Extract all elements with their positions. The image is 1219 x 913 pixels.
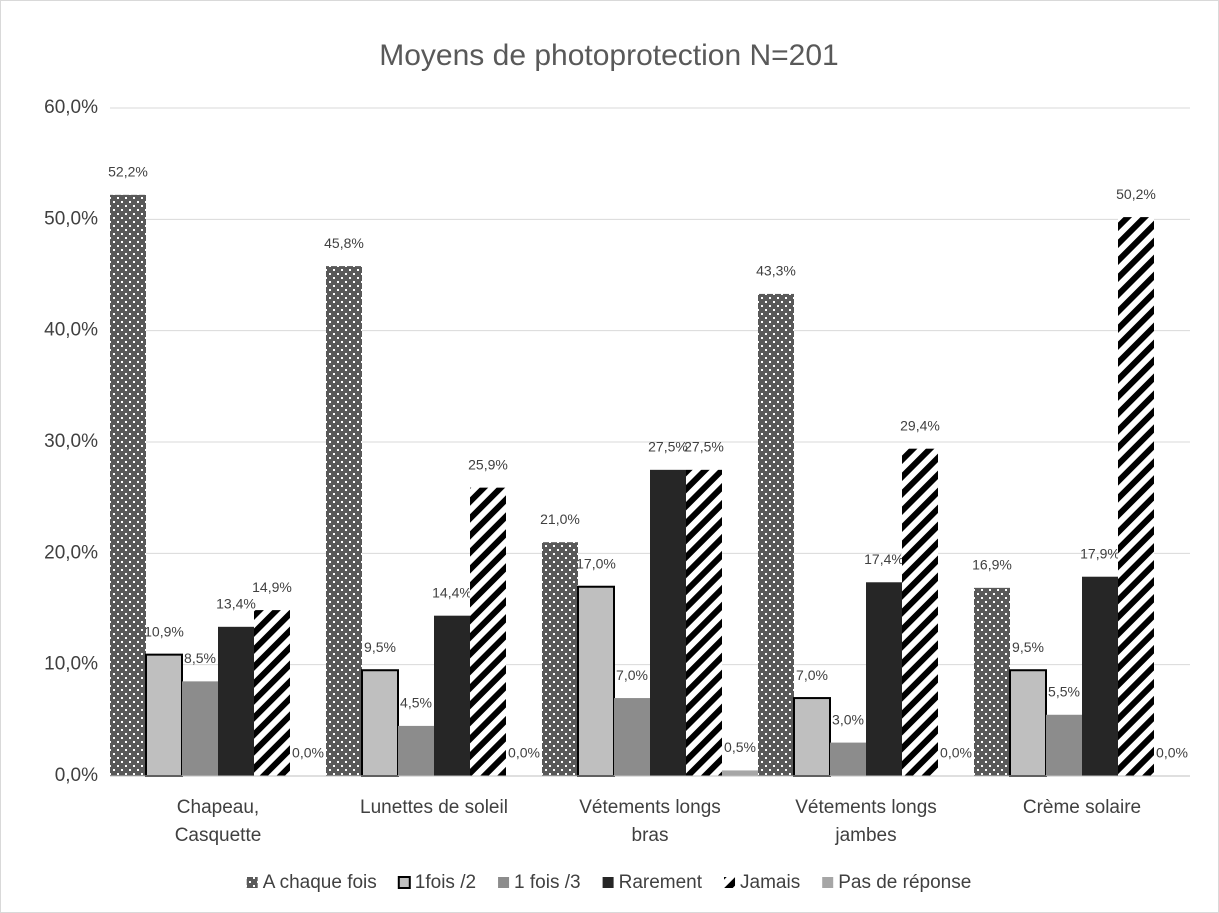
- data-label: 9,5%: [364, 639, 396, 655]
- legend-item: Rarement: [602, 872, 703, 893]
- data-label: 10,9%: [144, 623, 184, 639]
- bar: [1082, 576, 1118, 776]
- data-label: 7,0%: [796, 667, 828, 683]
- data-label: 7,0%: [616, 667, 648, 683]
- data-label: 0,0%: [940, 745, 972, 761]
- x-tick-label: Lunettes de soleil: [360, 797, 508, 818]
- data-label: 9,5%: [1012, 639, 1044, 655]
- legend-label: Jamais: [740, 872, 800, 893]
- data-label: 3,0%: [832, 711, 864, 727]
- data-label: 29,4%: [900, 417, 940, 433]
- y-tick-label: 0,0%: [55, 765, 98, 786]
- bar: [145, 653, 183, 777]
- bar: [722, 770, 758, 776]
- data-label: 21,0%: [540, 511, 580, 527]
- data-label: 52,2%: [108, 164, 148, 180]
- bar: [1009, 669, 1047, 778]
- bar: [254, 610, 290, 776]
- legend-item: 1 fois /3: [498, 872, 581, 893]
- y-tick-label: 30,0%: [44, 431, 98, 452]
- x-tick-label: jambes: [834, 825, 896, 846]
- x-tick-label: bras: [632, 825, 669, 846]
- data-label: 8,5%: [184, 650, 216, 666]
- legend-marker: [246, 877, 258, 888]
- data-label: 16,9%: [972, 557, 1012, 573]
- legend-label: 1fois /2: [415, 872, 476, 893]
- data-label: 25,9%: [468, 456, 508, 472]
- data-label: 17,0%: [576, 555, 616, 571]
- data-label: 0,0%: [508, 745, 540, 761]
- data-label: 5,5%: [1048, 683, 1080, 699]
- data-label: 0,0%: [292, 745, 324, 761]
- legend-label: 1 fois /3: [514, 872, 581, 893]
- bar: [866, 582, 902, 776]
- data-label: 50,2%: [1116, 186, 1156, 202]
- data-label: 0,0%: [1156, 745, 1188, 761]
- bar: [470, 487, 506, 776]
- bar: [218, 626, 254, 776]
- x-tick-label: Vétements longs: [579, 797, 721, 818]
- bar: [1046, 714, 1082, 776]
- data-label: 14,4%: [432, 584, 472, 600]
- legend-marker: [724, 877, 736, 888]
- bar: [974, 587, 1010, 776]
- x-tick-label: Chapeau,: [177, 797, 259, 818]
- legend-label: Rarement: [619, 872, 703, 893]
- legend-label: A chaque fois: [263, 872, 377, 893]
- legend-marker: [602, 877, 614, 888]
- y-tick-label: 60,0%: [44, 97, 98, 118]
- bar: [110, 194, 146, 777]
- bar: [1118, 217, 1154, 776]
- data-label: 27,5%: [684, 439, 724, 455]
- y-tick-label: 50,0%: [44, 208, 98, 229]
- y-tick-label: 40,0%: [44, 320, 98, 341]
- bar: [577, 585, 615, 777]
- legend-item: 1fois /2: [397, 872, 476, 893]
- x-tick-label: Crème solaire: [1023, 797, 1141, 818]
- data-label: 17,4%: [864, 551, 904, 567]
- bar: [361, 669, 399, 778]
- bar: [686, 469, 722, 776]
- data-label: 45,8%: [324, 235, 364, 251]
- legend-marker: [397, 876, 411, 889]
- bar: [542, 542, 578, 776]
- legend-item: A chaque fois: [246, 872, 377, 893]
- data-label: 14,9%: [252, 579, 292, 595]
- bar: [650, 469, 686, 776]
- data-label: 13,4%: [216, 596, 256, 612]
- x-tick-label: Vétements longs: [795, 797, 937, 818]
- bar: [326, 266, 362, 776]
- y-tick-label: 10,0%: [44, 654, 98, 675]
- chart-title: Moyens de photoprotection N=201: [379, 39, 838, 72]
- bar: [758, 293, 794, 776]
- bar: [793, 697, 831, 777]
- data-label: 4,5%: [400, 695, 432, 711]
- bar: [614, 698, 650, 776]
- data-label: 43,3%: [756, 263, 796, 279]
- legend-item: Pas de réponse: [822, 872, 971, 893]
- legend-marker: [822, 877, 834, 888]
- y-tick-label: 20,0%: [44, 542, 98, 563]
- bar: [830, 742, 866, 776]
- data-label: 17,9%: [1080, 545, 1120, 561]
- bar: [902, 448, 938, 776]
- legend-label: Pas de réponse: [838, 872, 971, 893]
- bar: [182, 681, 218, 776]
- data-label: 27,5%: [648, 439, 688, 455]
- bar: [434, 615, 470, 776]
- bar: [398, 725, 434, 776]
- data-label: 0,5%: [724, 739, 756, 755]
- legend-marker: [498, 877, 510, 888]
- x-tick-label: Casquette: [175, 825, 262, 846]
- legend-item: Jamais: [724, 872, 800, 893]
